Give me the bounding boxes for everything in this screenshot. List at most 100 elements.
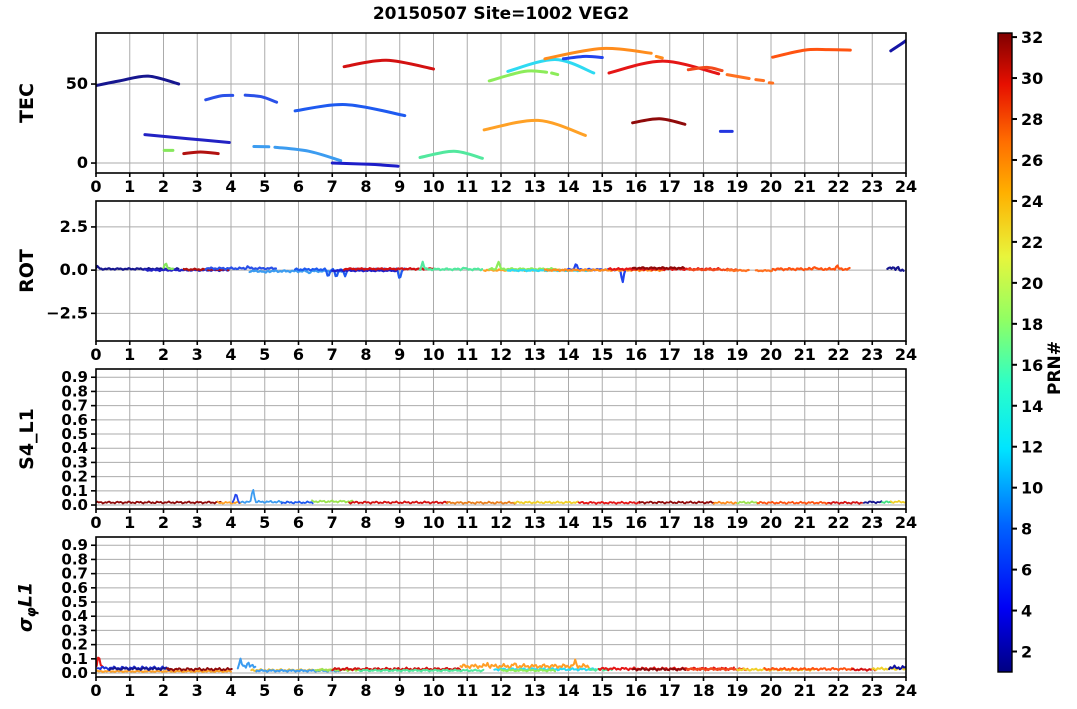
colorbar-tick-label: 10 — [1021, 479, 1043, 498]
svg-text:2: 2 — [158, 177, 169, 196]
tec-traces — [96, 39, 906, 168]
s4-trace — [446, 500, 517, 505]
svg-text:1: 1 — [124, 177, 135, 196]
svg-text:14: 14 — [557, 345, 579, 364]
svg-text:0.7: 0.7 — [61, 565, 88, 583]
svg-text:21: 21 — [794, 513, 816, 532]
tec-trace-prn31 — [182, 150, 220, 156]
s4-trace — [513, 500, 579, 505]
sigphi-trace — [96, 669, 232, 673]
sigphi-ticks: 0 1 2 3 4 5 6 7 8 9 10 11 12 13 14 15 16 17 18 19 20 21 22 23 24… — [61, 536, 917, 700]
l1-suffix: L1 — [14, 581, 37, 608]
svg-text:0.7: 0.7 — [61, 397, 88, 415]
colorbar-tick-label: 2 — [1021, 643, 1032, 662]
svg-text:19: 19 — [726, 681, 748, 700]
svg-text:8: 8 — [360, 177, 371, 196]
s4-trace — [712, 500, 738, 505]
svg-text:22: 22 — [827, 513, 849, 532]
sigphi-trace — [236, 657, 257, 670]
svg-text:7: 7 — [327, 681, 338, 700]
tec-trace-prn23 — [482, 118, 587, 137]
svg-text:23: 23 — [861, 681, 883, 700]
svg-text:13: 13 — [524, 345, 546, 364]
svg-text:9: 9 — [394, 177, 405, 196]
s4-trace — [216, 500, 242, 505]
svg-text:0.0: 0.0 — [61, 496, 88, 514]
tec-trace-prn3 — [889, 39, 906, 53]
svg-text:24: 24 — [895, 345, 917, 364]
tec-trace-prn2 — [96, 74, 181, 88]
svg-text:9: 9 — [394, 513, 405, 532]
svg-text:4: 4 — [225, 681, 236, 700]
svg-text:0: 0 — [90, 681, 101, 700]
tec-trace-prn4 — [143, 133, 231, 144]
svg-text:0.0: 0.0 — [61, 664, 88, 682]
svg-text:1: 1 — [124, 681, 135, 700]
tec-grid — [96, 33, 906, 173]
sigphi-trace — [500, 668, 556, 673]
rot-axis-label: ROT — [16, 249, 38, 293]
rot-panel: 0 1 2 3 4 5 6 7 8 9 10 11 12 13 14 15 16 17 18 19 20 21 22 23 24… — [46, 200, 917, 364]
sigphi-trace — [851, 667, 876, 672]
svg-text:50: 50 — [66, 74, 88, 93]
svg-text:6: 6 — [293, 345, 304, 364]
tec-trace-prn12 — [506, 57, 596, 75]
svg-text:13: 13 — [524, 513, 546, 532]
svg-text:1: 1 — [124, 345, 135, 364]
s4-trace — [311, 499, 354, 504]
svg-text:15: 15 — [591, 345, 613, 364]
svg-text:0.2: 0.2 — [61, 636, 88, 654]
svg-text:22: 22 — [827, 345, 849, 364]
svg-text:12: 12 — [490, 177, 512, 196]
svg-text:16: 16 — [625, 513, 647, 532]
sigma-symbol: σ — [14, 617, 37, 633]
s4-trace — [638, 500, 715, 505]
svg-text:11: 11 — [456, 177, 478, 196]
rot-trace — [726, 268, 750, 273]
svg-text:−2.5: −2.5 — [46, 303, 88, 322]
svg-text:6: 6 — [293, 513, 304, 532]
colorbar-tick-label: 18 — [1021, 315, 1043, 334]
tec-trace-prn25 — [543, 46, 653, 61]
svg-text:17: 17 — [659, 345, 681, 364]
tec-trace-prn27 — [771, 47, 852, 59]
svg-text:17: 17 — [659, 513, 681, 532]
s4-trace — [880, 500, 892, 504]
svg-text:0.3: 0.3 — [61, 621, 88, 639]
s4-trace — [827, 500, 863, 505]
svg-text:19: 19 — [726, 177, 748, 196]
colorbar-label: PRN# — [1045, 340, 1065, 396]
svg-text:15: 15 — [591, 177, 613, 196]
tec-trace-prn29 — [607, 59, 721, 76]
svg-text:9: 9 — [394, 345, 405, 364]
s4-grid — [96, 369, 906, 509]
svg-text:24: 24 — [895, 177, 917, 196]
rot-trace — [418, 260, 484, 272]
rot-trace — [331, 268, 399, 273]
svg-text:10: 10 — [422, 177, 444, 196]
svg-text:24: 24 — [895, 681, 917, 700]
svg-text:5: 5 — [259, 681, 270, 700]
sigphi-trace — [631, 667, 688, 672]
tec-trace-prn5 — [330, 161, 400, 168]
svg-text:2: 2 — [158, 681, 169, 700]
svg-text:0: 0 — [90, 513, 101, 532]
tec-trace-prn28 — [686, 65, 724, 73]
svg-text:18: 18 — [692, 177, 714, 196]
tec-trace-prn18 — [487, 69, 549, 83]
svg-text:16: 16 — [625, 681, 647, 700]
svg-text:0.6: 0.6 — [61, 411, 88, 429]
tec-trace-prn18 — [550, 71, 560, 77]
colorbar-tick-label: 14 — [1021, 397, 1043, 416]
colorbar-tick-label: 20 — [1021, 274, 1043, 293]
svg-text:18: 18 — [692, 345, 714, 364]
s4-panel: 0 1 2 3 4 5 6 7 8 9 10 11 12 13 14 15 16 17 18 19 20 21 22 23 24… — [61, 368, 917, 532]
s4-trace — [348, 500, 449, 505]
svg-text:12: 12 — [490, 681, 512, 700]
s4-trace — [96, 500, 223, 505]
sigphi-traces — [96, 656, 906, 673]
svg-text:17: 17 — [659, 681, 681, 700]
svg-text:20: 20 — [760, 681, 782, 700]
tec-panel: 0 1 2 3 4 5 6 7 8 9 10 11 12 13 14 15 16 17 18 19 20 21 22 23 24… — [66, 32, 917, 196]
